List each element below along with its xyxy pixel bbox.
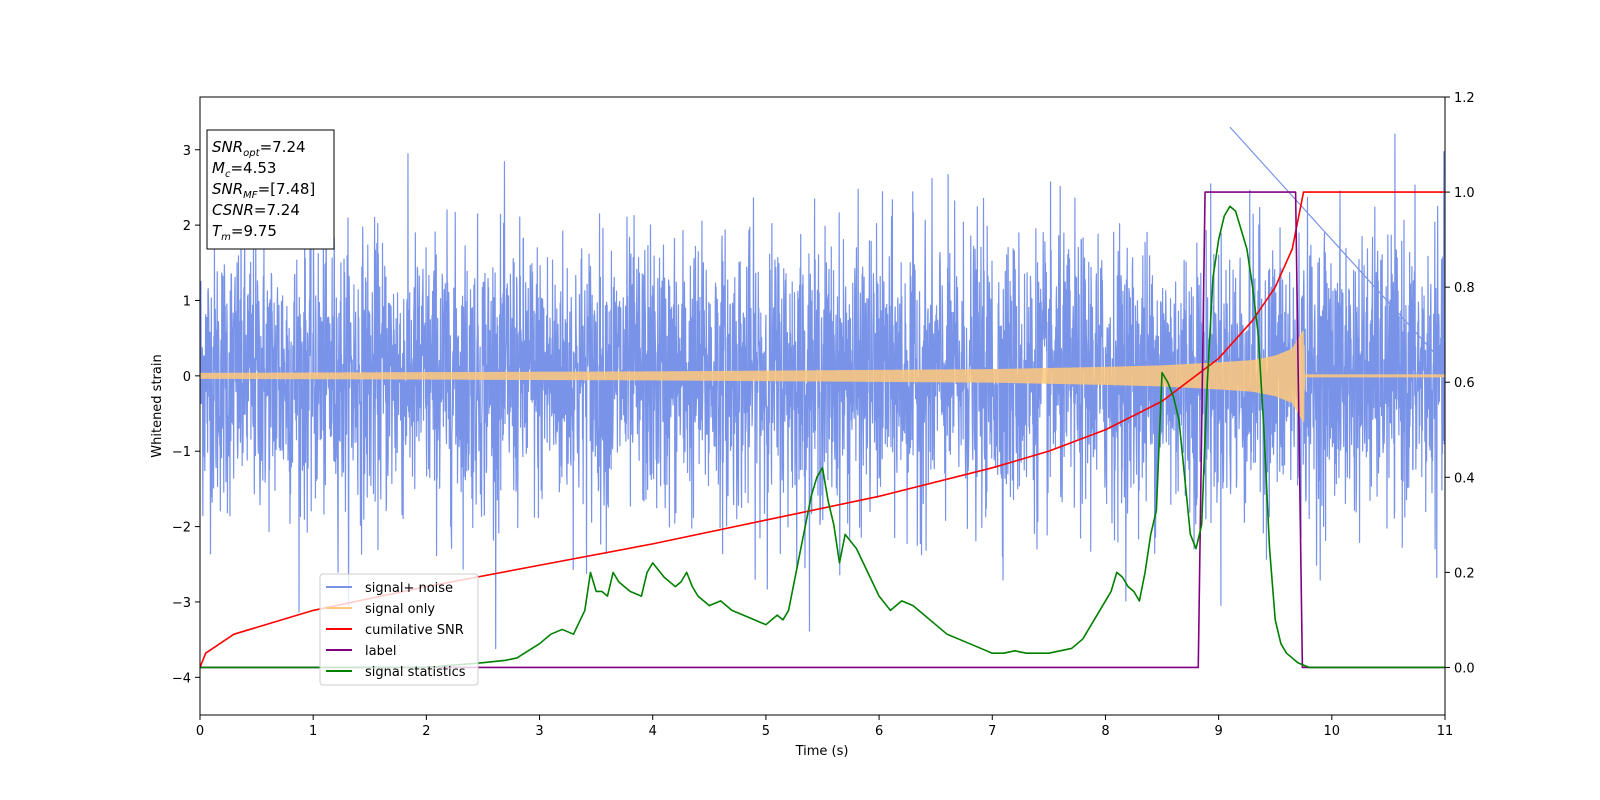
y-tick-right-label: 0.2: [1454, 566, 1475, 581]
y-axis-right: 0.0 0.2 0.4 0.6 0.8 1.0 1.2: [1445, 91, 1475, 676]
x-tick-label: 3: [535, 724, 543, 739]
series-line-signal-only: [200, 330, 1445, 422]
y-axis-label: Whitened strain: [150, 354, 165, 457]
x-tick-label: 1: [309, 724, 317, 739]
y-tick-left-label: −3: [172, 596, 191, 611]
legend-label: signal statistics: [365, 665, 466, 680]
x-tick-label: 2: [422, 724, 430, 739]
legend-label: signal only: [365, 602, 435, 617]
series-line-signal-statistics: [200, 205, 1445, 669]
y-tick-right-label: 0.4: [1454, 471, 1475, 486]
x-tick-label: 4: [649, 724, 657, 739]
x-tick-label: 9: [1214, 724, 1222, 739]
y-tick-right-label: 0.6: [1454, 376, 1475, 391]
x-axis: 0 1 2 3 4 5 6 7 8 9 10 11: [196, 715, 1453, 739]
axes-frame: [199, 96, 1446, 716]
y-tick-left-label: 3: [183, 144, 191, 159]
x-tick-label: 11: [1437, 724, 1454, 739]
x-tick-label: 10: [1324, 724, 1341, 739]
legend-label: cumilative SNR: [365, 623, 464, 638]
info-line: Mc=4.53: [212, 159, 276, 180]
y-tick-left-label: −1: [172, 445, 191, 460]
x-tick-label: 5: [762, 724, 770, 739]
y-tick-left-label: 1: [183, 294, 191, 309]
y-tick-right-label: 0.8: [1454, 281, 1475, 296]
x-tick-label: 6: [875, 724, 883, 739]
y-tick-right-label: 0.0: [1454, 661, 1475, 676]
info-box-frame: [206, 129, 335, 250]
info-line: SNRopt=7.24: [212, 138, 306, 159]
x-tick-label: 8: [1101, 724, 1109, 739]
info-line: CSNR=7.24: [212, 201, 300, 219]
legend-frame: [319, 573, 479, 686]
legend-label: signal+ noise: [365, 581, 453, 596]
info-line: SNRMF=[7.48]: [212, 180, 315, 201]
x-axis-label: Time (s): [795, 744, 849, 759]
y-tick-left-label: 0: [183, 370, 191, 385]
legend-label: label: [365, 644, 396, 659]
y-tick-right-label: 1.0: [1454, 186, 1475, 201]
y-tick-left-label: 2: [183, 219, 191, 234]
y-tick-right-label: 1.2: [1454, 91, 1475, 106]
x-tick-label: 0: [196, 724, 204, 739]
series-line-cumilative-snr: [200, 191, 1445, 668]
y-axis-left: −4 −3 −2 −1 0 1 2 3: [172, 144, 200, 686]
info-line: Tm=9.75: [212, 222, 277, 243]
plot-area: [200, 126, 1445, 669]
y-tick-left-label: −2: [172, 521, 191, 536]
legend: signal+ noise signal only cumilative SNR la…: [319, 573, 479, 686]
x-tick-label: 7: [988, 724, 996, 739]
y-tick-left-label: −4: [172, 671, 191, 686]
